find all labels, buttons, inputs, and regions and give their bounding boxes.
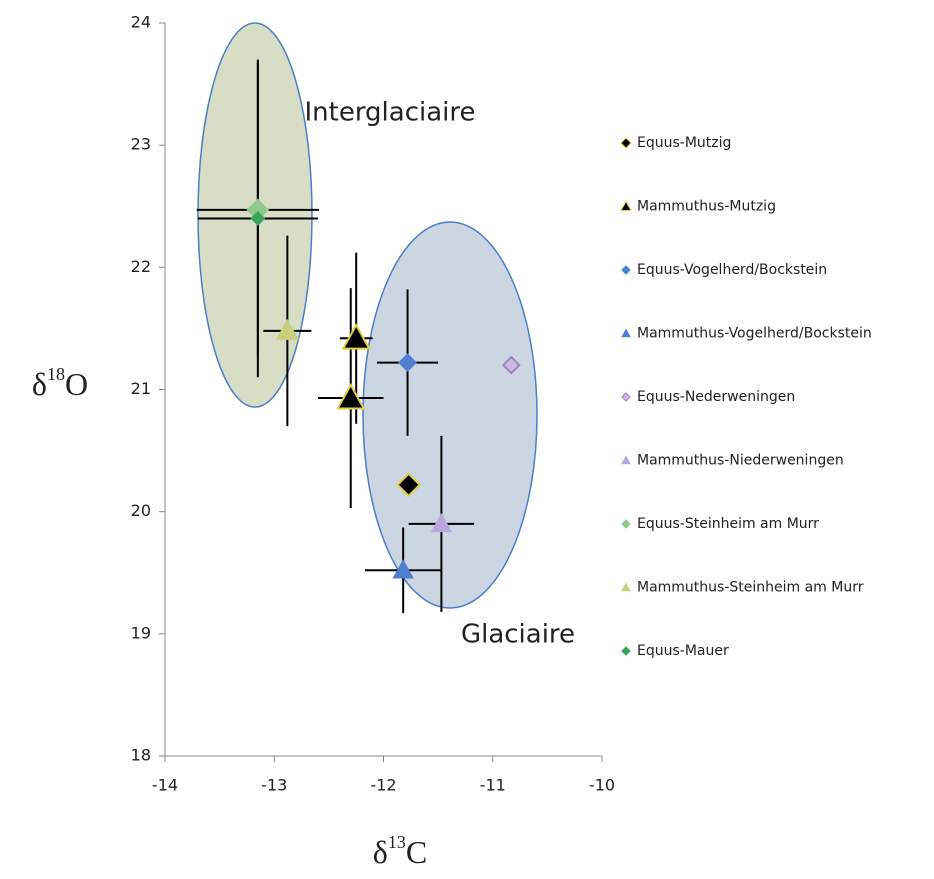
x-label-sup: 13	[388, 832, 406, 852]
legend-marker	[621, 519, 631, 529]
legend-marker	[621, 265, 631, 275]
legend-label: Equus-Steinheim am Murr	[637, 516, 819, 532]
legend-label: Mammuthus-Niederweningen	[637, 453, 844, 469]
y-tick-label: 21	[131, 379, 151, 398]
x-tick-label: -10	[589, 776, 615, 795]
point	[250, 211, 266, 226]
y-tick-label: 19	[131, 623, 151, 642]
point	[501, 355, 521, 375]
x-label-symbol: δ	[373, 834, 388, 870]
legend-marker	[621, 392, 631, 402]
y-label-symbol: δ	[32, 366, 47, 402]
point	[336, 382, 366, 410]
point	[275, 318, 300, 340]
legend-label: Equus-Vogelherd/Bockstein	[637, 262, 827, 278]
y-label-element: O	[65, 366, 88, 402]
legend-label: Mammuthus-Mutzig	[637, 199, 776, 215]
legend-marker	[621, 455, 631, 465]
x-tick-label: -14	[152, 776, 178, 795]
y-tick-label: 18	[131, 746, 151, 765]
legend-marker	[621, 582, 631, 592]
x-tick-label: -11	[480, 776, 506, 795]
y-label-sup: 18	[47, 364, 65, 384]
annotation: Glaciaire	[461, 620, 575, 650]
x-tick-label: -13	[261, 776, 287, 795]
point	[341, 323, 371, 350]
legend-marker	[621, 328, 631, 338]
legend-label: Equus-Mutzig	[637, 135, 731, 151]
legend-marker	[620, 137, 632, 149]
legend-label: Mammuthus-Vogelherd/Bockstein	[637, 326, 872, 342]
annotation: Interglaciaire	[304, 98, 475, 128]
point	[430, 512, 453, 533]
x-tick-label: -12	[370, 776, 396, 795]
point	[396, 472, 422, 498]
y-axis-label: δ18O	[32, 364, 88, 402]
y-tick-label: 23	[131, 135, 151, 154]
point	[392, 559, 414, 579]
x-axis-label: δ13C	[373, 832, 427, 870]
legend-label: Equus-Nederweningen	[637, 389, 795, 405]
glacial-zone	[362, 221, 538, 609]
point	[398, 353, 417, 373]
y-tick-label: 20	[131, 501, 151, 520]
legend-marker	[621, 646, 631, 656]
legend-label: Equus-Mauer	[637, 643, 729, 659]
y-tick-label: 22	[131, 257, 151, 276]
legend-label: Mammuthus-Steinheim am Murr	[637, 580, 864, 596]
legend-marker	[620, 200, 632, 211]
x-label-element: C	[406, 834, 427, 870]
y-tick-label: 24	[131, 13, 151, 32]
